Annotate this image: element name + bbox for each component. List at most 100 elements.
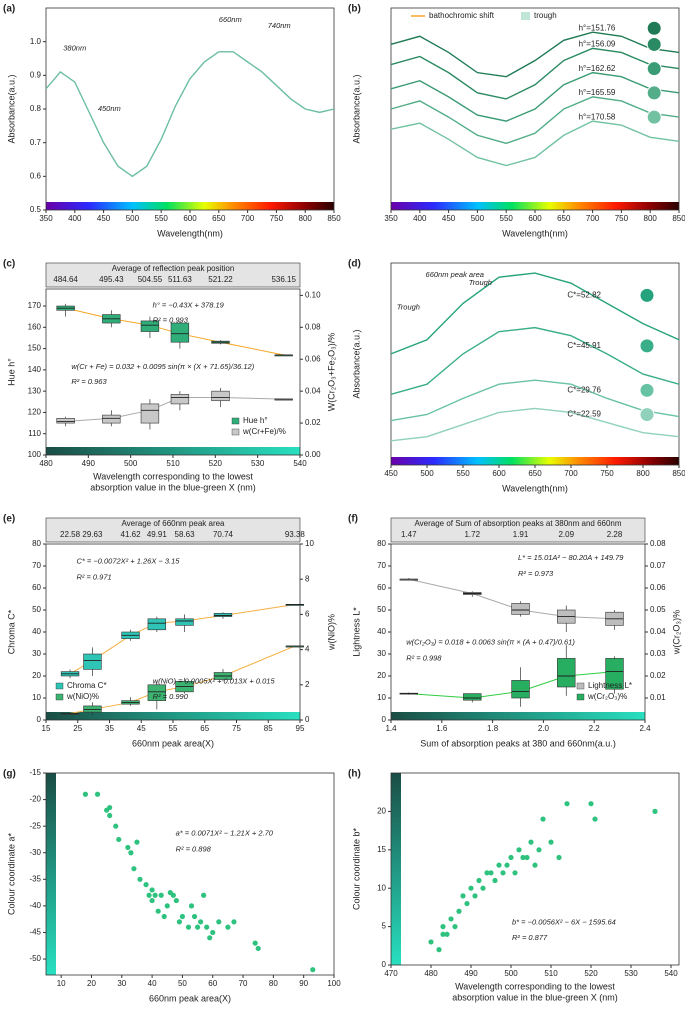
y-axis-label: Colour coordinate b* xyxy=(351,827,361,910)
y-tick-label: 0.7 xyxy=(30,138,42,147)
y2-tick-label: 0.05 xyxy=(650,605,666,614)
point xyxy=(652,808,658,815)
x-tick-label: 25 xyxy=(73,724,82,733)
y-axis-label: Absorbance(a.u.) xyxy=(351,74,361,143)
point xyxy=(216,919,222,925)
y2-tick-label: 0.06 xyxy=(305,354,321,363)
line xyxy=(390,31,680,78)
y-tick-label: 100 xyxy=(28,450,42,459)
y-tick-label: 0.5 xyxy=(30,205,42,214)
y-tick-label: 60 xyxy=(377,583,386,592)
legend-swatch xyxy=(55,693,64,701)
point xyxy=(440,924,446,930)
x-tick-label: 530 xyxy=(251,459,265,468)
y-tick-label: 10 xyxy=(377,693,386,702)
strip-value: 70.74 xyxy=(213,530,234,539)
y-tick-label: 50 xyxy=(377,605,386,614)
strip-value: 511.63 xyxy=(168,275,192,284)
y-tick-label: 30 xyxy=(377,649,386,658)
point xyxy=(176,919,182,925)
annotation: Trough xyxy=(469,278,492,287)
strip-value: 58.63 xyxy=(175,530,196,539)
x-tick-label: 400 xyxy=(413,214,427,223)
legend-label: w(Cr+Fe)/% xyxy=(242,427,286,436)
box xyxy=(147,618,167,631)
annotation: 740nm xyxy=(268,21,291,30)
y2-tick-label: 0.06 xyxy=(650,583,666,592)
y-tick-label: -20 xyxy=(29,795,41,804)
point xyxy=(460,893,466,899)
x-tick-label: 490 xyxy=(82,459,96,468)
legend-swatch xyxy=(231,417,240,425)
x-tick-label: 750 xyxy=(600,469,614,478)
plot-frame xyxy=(45,772,335,976)
series-label: h°=170.58 xyxy=(579,112,616,121)
y-tick-label: 110 xyxy=(28,429,41,438)
point xyxy=(252,940,258,946)
point xyxy=(191,913,198,920)
legend-swatch xyxy=(55,682,64,690)
point xyxy=(488,870,494,876)
panel-label: (c) xyxy=(3,259,15,270)
strip-value: 49.91 xyxy=(147,530,168,539)
y-tick-label: -30 xyxy=(29,848,41,857)
y-axis-label: Hue h° xyxy=(6,358,16,386)
legend-swatch xyxy=(576,682,585,690)
y-tick-label: 130 xyxy=(28,386,42,395)
gem xyxy=(646,20,662,36)
point xyxy=(185,924,192,930)
x-tick-label: 15 xyxy=(42,724,51,733)
strip xyxy=(45,262,301,288)
x-tick-label: 550 xyxy=(500,214,514,223)
annotation: a* = 0.0071X² − 1.21X + 2.70 xyxy=(176,829,274,838)
strip-value: 1.72 xyxy=(464,530,480,539)
point xyxy=(452,924,458,930)
x-tick-label: 70 xyxy=(239,979,248,988)
x-tick-label: 55 xyxy=(169,724,178,733)
x-tick-label: 480 xyxy=(424,969,438,978)
series-label: h°=151.76 xyxy=(579,23,616,32)
annotation: R² = 0.898 xyxy=(176,845,212,854)
x-tick-label: 35 xyxy=(105,724,114,733)
point xyxy=(173,897,179,904)
line xyxy=(45,51,335,178)
point xyxy=(194,924,201,930)
x-tick-label: 500 xyxy=(124,459,138,468)
strip-value: 2.28 xyxy=(607,530,623,539)
legend-label: w(NiO)% xyxy=(66,692,99,701)
x-tick-label: 90 xyxy=(299,979,308,988)
point xyxy=(440,931,446,937)
annotation: b* = −0.0056X² − 6X − 1595.64 xyxy=(512,918,616,927)
y-tick-label: 120 xyxy=(28,408,42,417)
x-tick-label: 2.0 xyxy=(538,724,550,733)
y2-tick-label: 2 xyxy=(305,680,310,689)
legend-swatch xyxy=(576,693,585,701)
x-tick-label: 650 xyxy=(557,214,571,223)
y-axis-label: Absorbance(a.u.) xyxy=(351,329,361,398)
gem xyxy=(646,36,662,52)
x-tick-label: 80 xyxy=(269,979,278,988)
point xyxy=(164,903,170,909)
x-tick-label: 1.8 xyxy=(487,724,499,733)
legend-label: Hue h° xyxy=(243,416,268,425)
strip-value: 1.91 xyxy=(513,530,529,539)
box xyxy=(140,403,160,424)
y2-tick-label: 0.02 xyxy=(305,418,321,427)
x-tick-label: 500 xyxy=(471,214,485,223)
y-tick-label: 30 xyxy=(32,649,41,658)
x-tick-label: 60 xyxy=(208,979,217,988)
x-tick-label: 800 xyxy=(299,214,313,223)
y2-tick-label: 0.02 xyxy=(650,671,666,680)
y-tick-label: -50 xyxy=(29,954,41,963)
gem xyxy=(646,85,662,101)
spectrum-bar xyxy=(46,202,334,210)
point xyxy=(170,892,176,898)
strip-value: 22.58 xyxy=(60,530,81,539)
x-tick-label: 1.6 xyxy=(436,724,448,733)
annotation: R² = 0.990 xyxy=(153,692,189,701)
strip-value: 504.55 xyxy=(138,275,163,284)
point xyxy=(201,892,207,898)
x-axis-label: Wavelength(nm) xyxy=(502,228,568,238)
y2-tick-label: 8 xyxy=(305,574,310,583)
color-band xyxy=(46,773,56,975)
